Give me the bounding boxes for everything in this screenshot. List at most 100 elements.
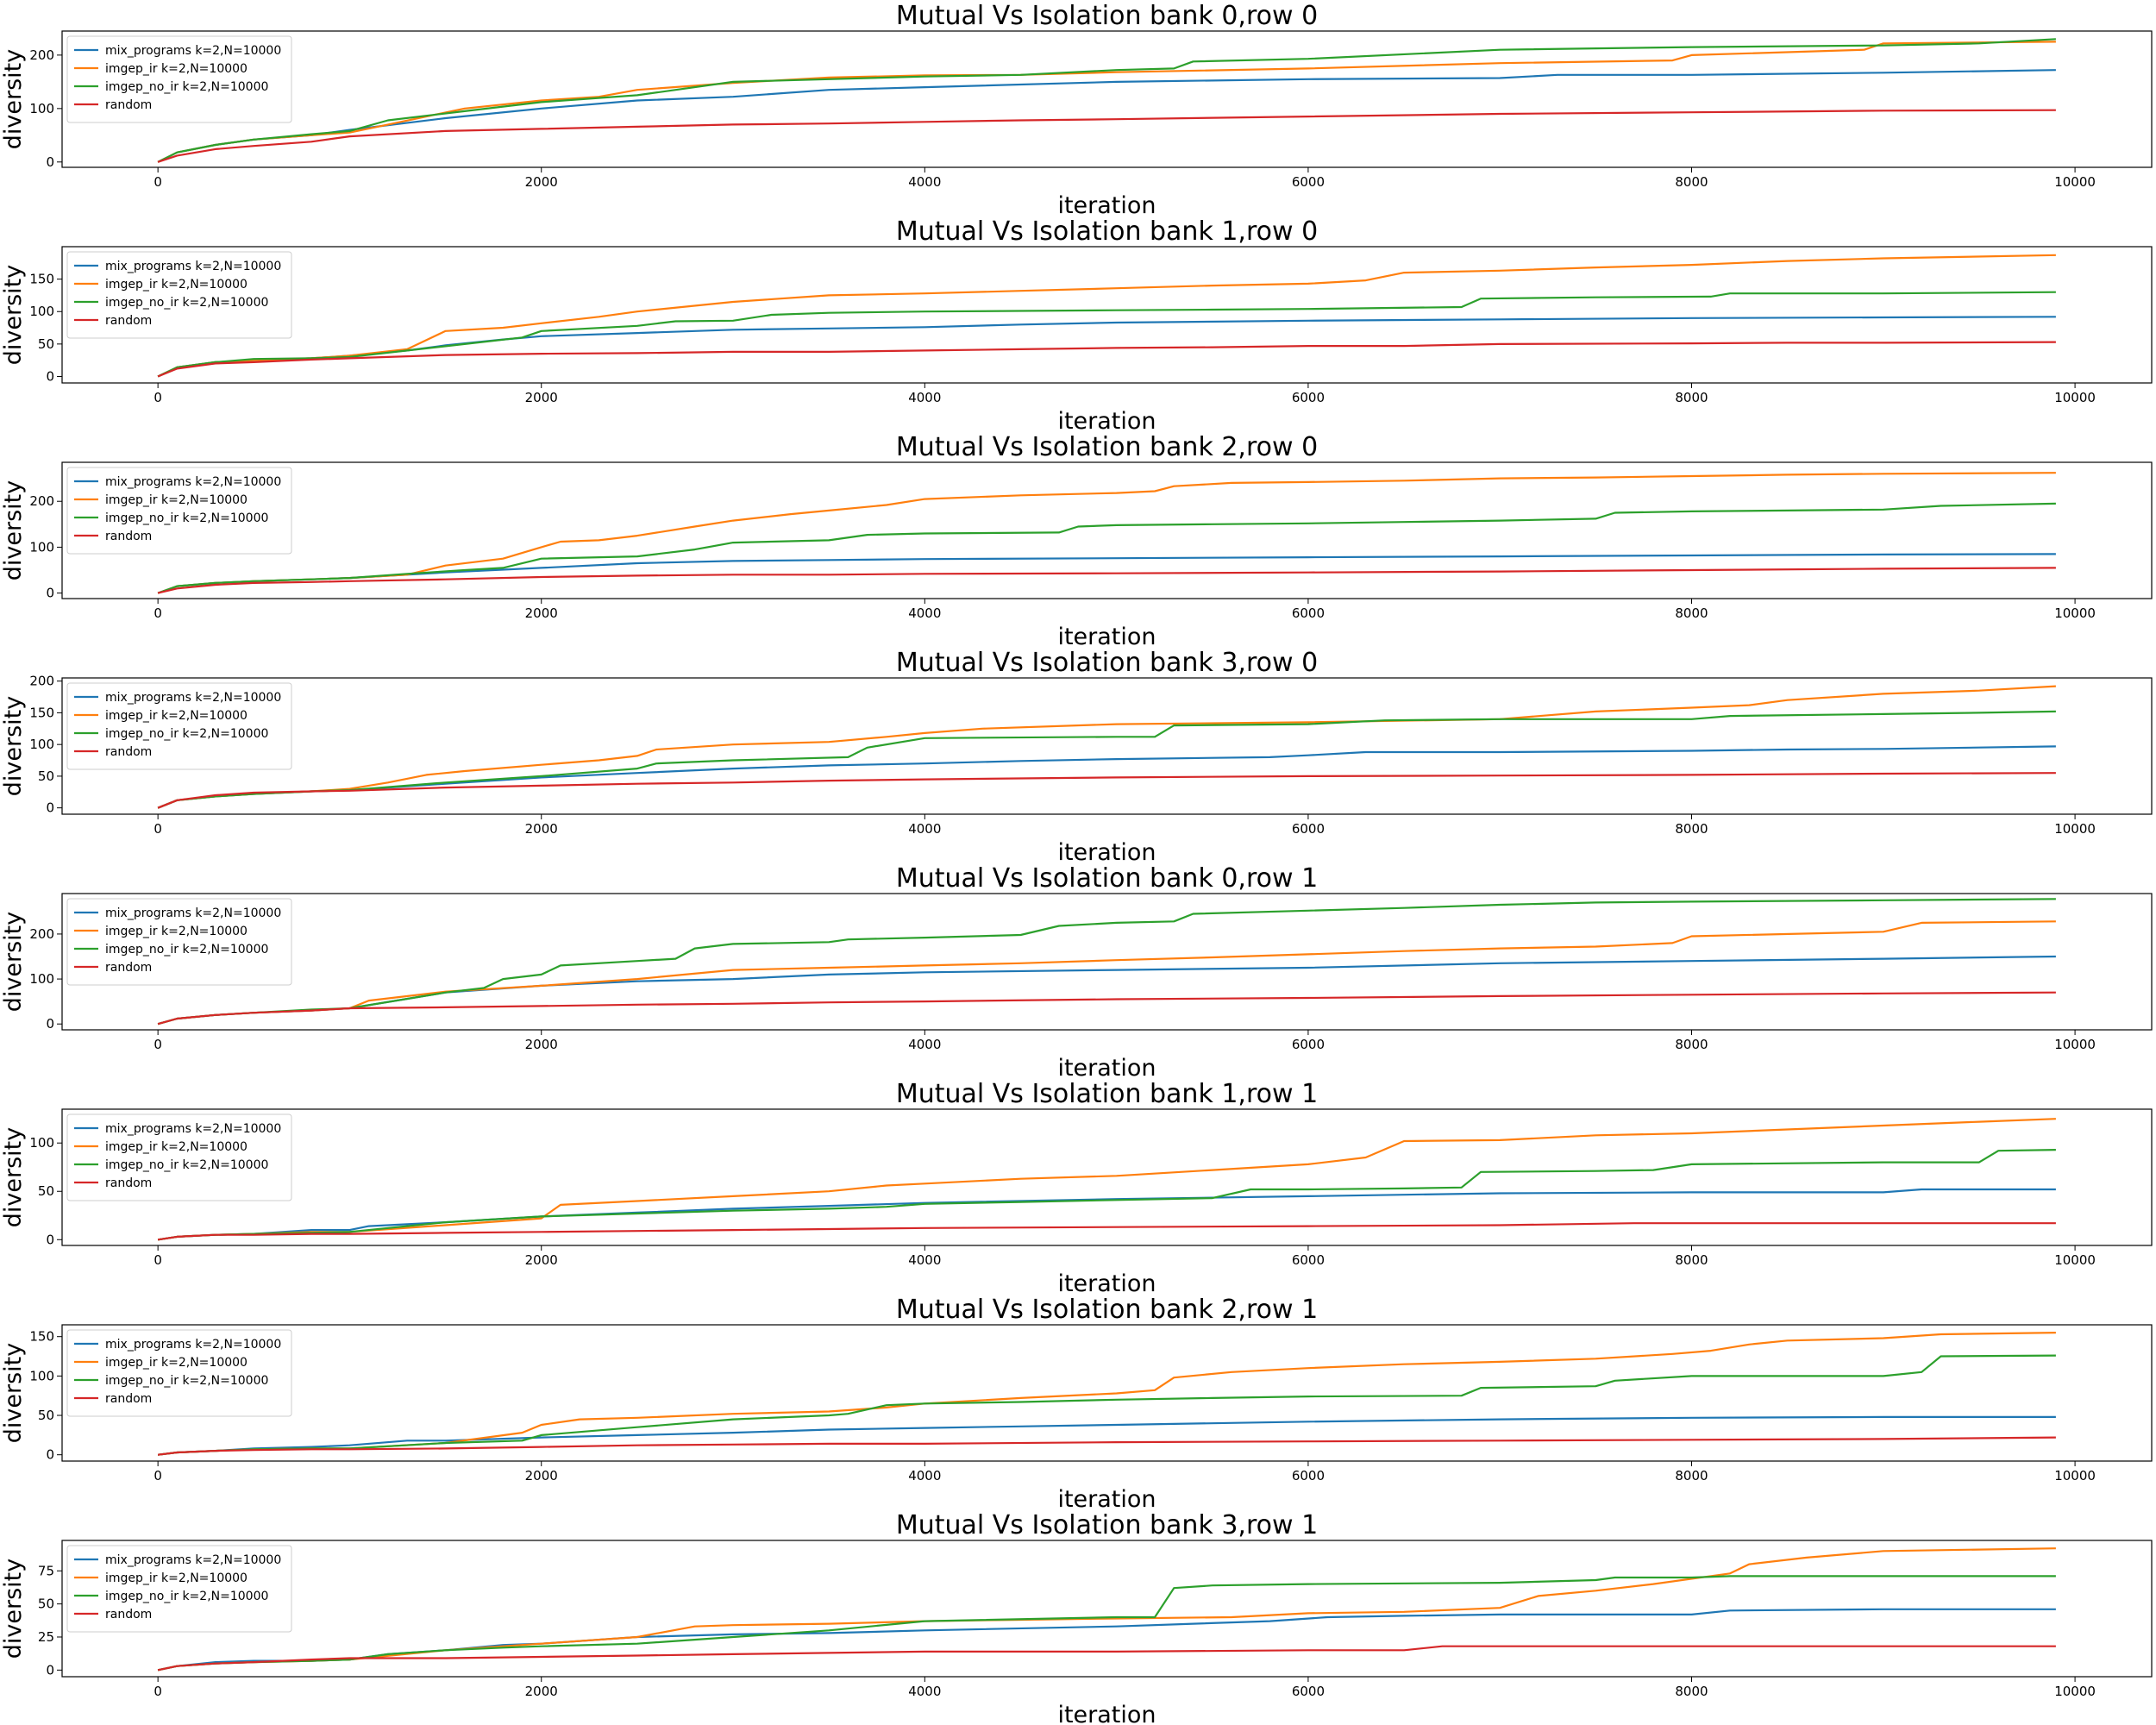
y-tick-label: 200 [29, 493, 54, 509]
y-axis-label: diversity [0, 1559, 27, 1659]
subplot-5: Mutual Vs Isolation bank 1,row 1 0 2000 400… [0, 1079, 2153, 1297]
legend-label: mix_programs k=2,N=10000 [105, 475, 281, 489]
y-tick-label: 25 [38, 1629, 54, 1645]
x-tick-label: 4000 [908, 390, 941, 405]
legend-label: mix_programs k=2,N=10000 [105, 1553, 281, 1567]
legend-label: random [105, 1392, 152, 1406]
legend-label: imgep_ir k=2,N=10000 [105, 493, 248, 507]
series-line-3 [157, 109, 2056, 163]
legend-label: random [105, 1608, 152, 1622]
legend-label: imgep_ir k=2,N=10000 [105, 1571, 248, 1585]
series-line-3 [157, 1645, 2056, 1672]
x-axis-label: iteration [1057, 1055, 1156, 1082]
legend-box [66, 251, 292, 339]
legend: mix_programs k=2,N=10000 imgep_ir k=2,N=1… [66, 467, 292, 555]
y-tick-label: 150 [29, 705, 54, 720]
subplot-0: Mutual Vs Isolation bank 0,row 00 2000 400… [0, 1, 2153, 219]
plot-frame [61, 893, 2153, 1031]
legend: mix_programs k=2,N=10000 imgep_ir k=2,N=1… [66, 1113, 292, 1201]
subplot-1: Mutual Vs Isolation bank 1,row 0 0 2000 400… [0, 216, 2153, 435]
subplot-title: Mutual Vs Isolation bank 0,row 1 [896, 863, 1318, 894]
x-tick-label: 6000 [1292, 1468, 1325, 1484]
y-tick-label: 0 [46, 1016, 54, 1032]
y-tick-label: 100 [29, 304, 54, 319]
legend-label: imgep_no_ir k=2,N=10000 [105, 511, 268, 525]
series-line-2 [157, 291, 2056, 378]
x-tick-label: 10000 [2054, 390, 2096, 405]
legend-box [66, 898, 292, 986]
y-tick-label: 50 [38, 768, 54, 784]
x-tick-label: 8000 [1675, 1037, 1708, 1052]
y-tick-label: 200 [29, 926, 54, 942]
legend-label: mix_programs k=2,N=10000 [105, 691, 281, 705]
y-tick-label: 100 [29, 101, 54, 116]
x-axis-label: iteration [1057, 839, 1156, 866]
legend-label: imgep_no_ir k=2,N=10000 [105, 1158, 268, 1172]
x-axis-label: iteration [1057, 624, 1156, 650]
plot-frame [61, 461, 2153, 599]
subplot-2: Mutual Vs Isolation bank 2,row 00 2000 400… [0, 432, 2153, 650]
legend-label: imgep_no_ir k=2,N=10000 [105, 943, 268, 957]
y-tick-label: 0 [46, 154, 54, 170]
legend-label: random [105, 1176, 152, 1190]
x-axis-label: iteration [1057, 192, 1156, 219]
x-tick-label: 8000 [1675, 605, 1708, 621]
x-tick-label: 10000 [2054, 605, 2096, 621]
y-tick-label: 150 [29, 272, 54, 287]
legend-label: random [105, 530, 152, 543]
legend: mix_programs k=2,N=10000 imgep_ir k=2,N=1… [66, 251, 292, 339]
y-axis-label: diversity [0, 49, 27, 149]
x-tick-label: 2000 [525, 1684, 558, 1699]
x-tick-label: 10000 [2054, 1468, 2096, 1484]
y-tick-label: 75 [38, 1563, 54, 1578]
y-tick-label: 100 [29, 737, 54, 752]
subplot-3: Mutual Vs Isolation bank 3,row 00 2000 400… [0, 648, 2153, 866]
y-tick-label: 0 [46, 1662, 54, 1678]
x-tick-label: 6000 [1292, 390, 1325, 405]
x-tick-label: 2000 [525, 1037, 558, 1052]
legend-label: imgep_no_ir k=2,N=10000 [105, 296, 268, 310]
x-tick-label: 0 [154, 1037, 162, 1052]
legend-label: imgep_ir k=2,N=10000 [105, 1356, 248, 1370]
y-tick-label: 100 [29, 539, 54, 555]
x-tick-label: 10000 [2054, 1037, 2096, 1052]
series-line-3 [157, 567, 2056, 594]
legend-box [66, 467, 292, 555]
legend-box [66, 1545, 292, 1633]
series-line-3 [157, 1436, 2056, 1456]
x-tick-label: 6000 [1292, 1684, 1325, 1699]
plot-frame [61, 246, 2153, 384]
legend: mix_programs k=2,N=10000 imgep_ir k=2,N=1… [66, 35, 292, 123]
legend-label: imgep_ir k=2,N=10000 [105, 62, 248, 76]
x-tick-label: 4000 [908, 1252, 941, 1268]
x-tick-label: 6000 [1292, 1252, 1325, 1268]
legend-box [66, 682, 292, 770]
subplot-title: Mutual Vs Isolation bank 3,row 1 [896, 1510, 1318, 1540]
series-line-3 [157, 341, 2056, 378]
legend-label: mix_programs k=2,N=10000 [105, 1338, 281, 1352]
x-tick-label: 10000 [2054, 1252, 2096, 1268]
x-tick-label: 0 [154, 390, 162, 405]
series-line-2 [157, 1149, 2056, 1241]
y-tick-label: 0 [46, 1232, 54, 1247]
y-axis-label: diversity [0, 1127, 27, 1227]
y-tick-label: 200 [29, 674, 54, 689]
legend: mix_programs k=2,N=10000 imgep_ir k=2,N=1… [66, 1329, 292, 1417]
x-tick-label: 4000 [908, 174, 941, 190]
legend-label: imgep_no_ir k=2,N=10000 [105, 1590, 268, 1603]
x-tick-label: 4000 [908, 1468, 941, 1484]
legend-label: random [105, 961, 152, 975]
x-tick-label: 2000 [525, 821, 558, 837]
subplot-4: Mutual Vs Isolation bank 0,row 10 2000 400… [0, 863, 2153, 1082]
legend-label: mix_programs k=2,N=10000 [105, 260, 281, 273]
legend-label: mix_programs k=2,N=10000 [105, 906, 281, 920]
x-tick-label: 2000 [525, 605, 558, 621]
x-tick-label: 0 [154, 174, 162, 190]
y-tick-label: 0 [46, 1447, 54, 1463]
x-axis-label: iteration [1057, 408, 1156, 435]
y-axis-label: diversity [0, 1343, 27, 1443]
series-line-2 [157, 1575, 2056, 1672]
subplot-title: Mutual Vs Isolation bank 3,row 0 [896, 648, 1318, 678]
y-tick-label: 50 [38, 1408, 54, 1423]
